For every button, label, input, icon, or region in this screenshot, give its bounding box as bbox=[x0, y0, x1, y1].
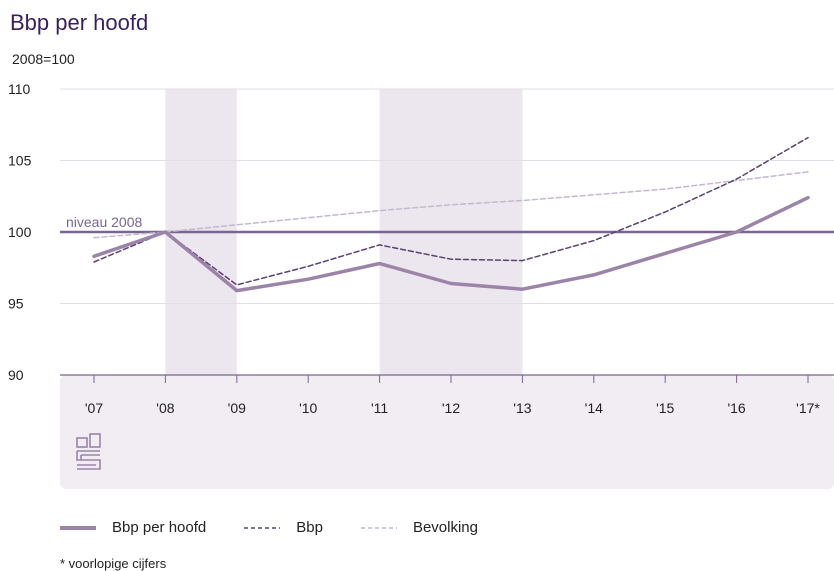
y-tick-label: 90 bbox=[8, 367, 24, 383]
y-tick-label: 95 bbox=[8, 296, 24, 312]
x-tick-label: '08 bbox=[156, 400, 174, 416]
legend-item-bbp-per-hoofd: Bbp per hoofd bbox=[60, 519, 206, 536]
chart-title: Bbp per hoofd bbox=[10, 10, 149, 35]
legend: Bbp per hoofd Bbp Bevolking bbox=[60, 519, 516, 536]
y-tick-label: 105 bbox=[8, 153, 32, 169]
cbs-logo-icon bbox=[76, 433, 101, 470]
series-line-bbp bbox=[93, 136, 809, 286]
x-axis-panel bbox=[60, 375, 834, 489]
legend-swatch-solid bbox=[60, 525, 96, 530]
x-tick-label: '13 bbox=[513, 400, 531, 416]
legend-label-bbp: Bbp bbox=[296, 519, 323, 536]
series-line-bbp-per-hoofd bbox=[92, 195, 810, 293]
x-tick-label: '09 bbox=[228, 400, 246, 416]
legend-label-bbp-per-hoofd: Bbp per hoofd bbox=[112, 519, 207, 536]
y-axis-label: 2008=100 bbox=[12, 51, 75, 67]
legend-item-bevolking: Bevolking bbox=[360, 519, 478, 536]
y-tick-label: 110 bbox=[8, 81, 31, 97]
line-chart: 90 95 100 105 110 '07 '08 '09 '10 '11 '12 '13 '14 '1… bbox=[8, 81, 834, 489]
legend-swatch-dashed bbox=[244, 526, 281, 529]
legend-label-bevolking: Bevolking bbox=[412, 519, 478, 536]
x-tick-label: '14 bbox=[585, 400, 603, 416]
series-line-bevolking bbox=[93, 171, 809, 239]
legend-swatch-dashed-light bbox=[360, 526, 397, 529]
x-tick-label: '15 bbox=[656, 400, 674, 416]
x-tick-label: '10 bbox=[299, 400, 317, 416]
footnote: * voorlopige cijfers bbox=[60, 556, 167, 571]
reference-line-label: niveau 2008 bbox=[66, 214, 143, 230]
y-tick-label: 100 bbox=[8, 224, 32, 240]
x-tick-label: '12 bbox=[442, 400, 460, 416]
legend-item-bbp: Bbp bbox=[244, 519, 323, 536]
x-tick-label: '17* bbox=[796, 400, 820, 416]
x-tick-label: '07 bbox=[85, 400, 103, 416]
x-tick-label: '11 bbox=[371, 400, 388, 416]
x-tick-label: '16 bbox=[727, 400, 745, 416]
